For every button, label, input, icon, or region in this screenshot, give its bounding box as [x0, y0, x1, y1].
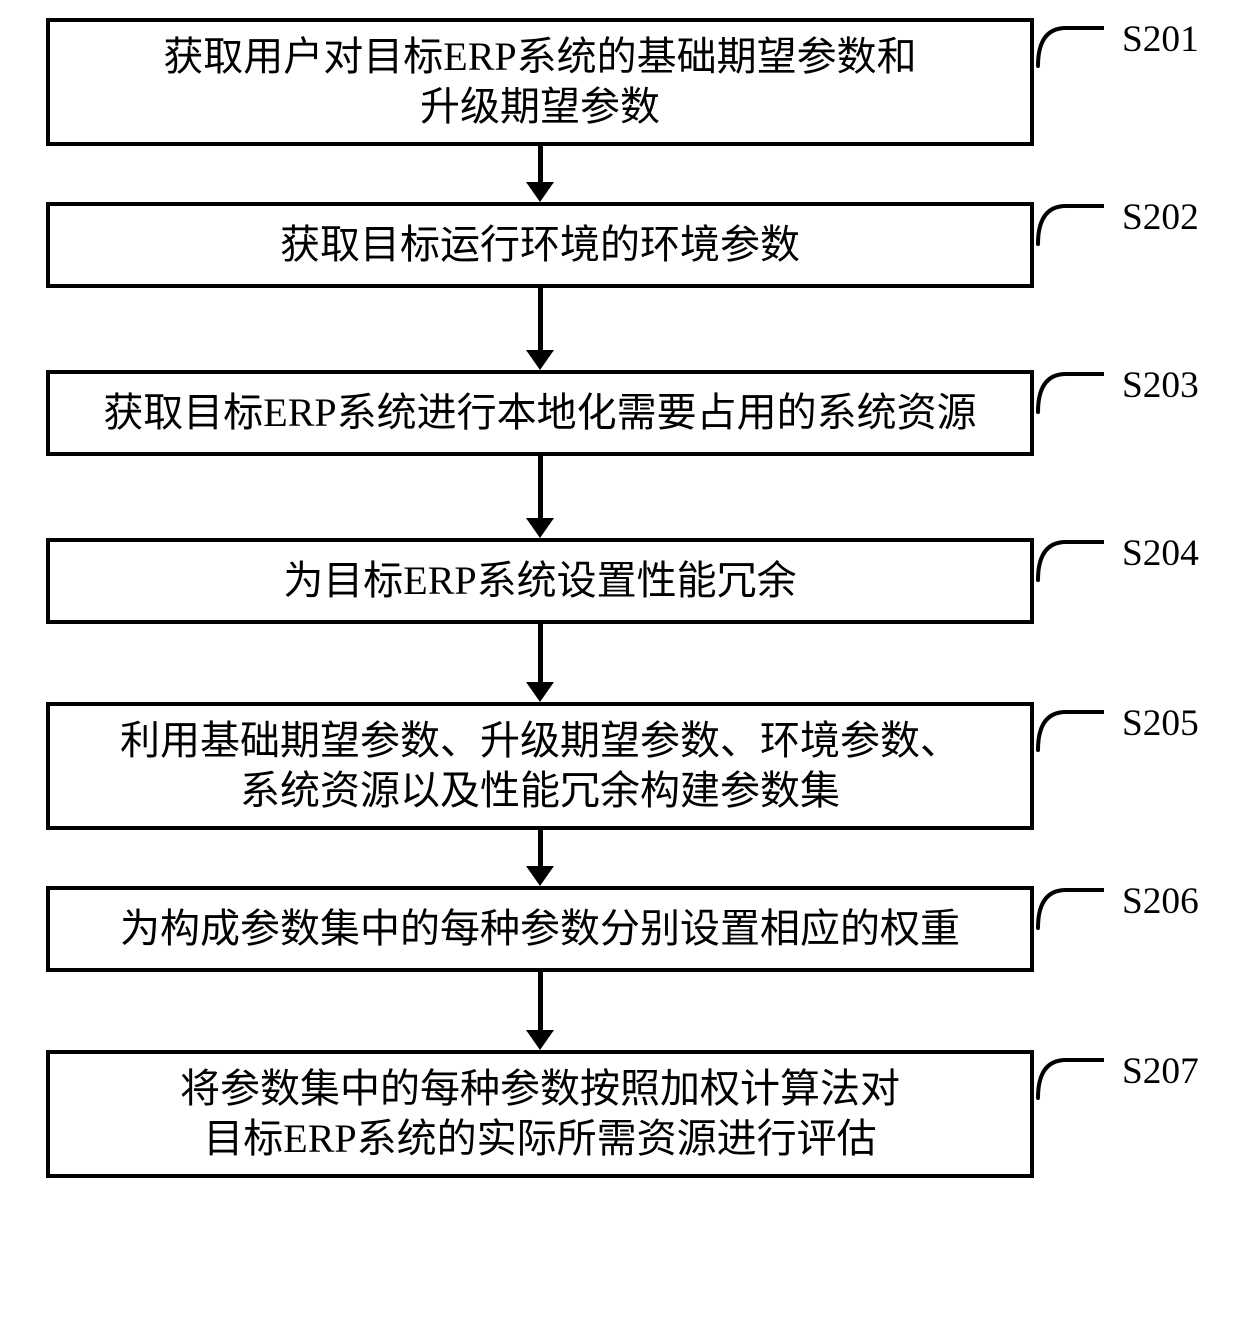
- flow-step-id-label: S204: [1122, 532, 1199, 575]
- flow-step-row: 为构成参数集中的每种参数分别设置相应的权重S206: [46, 886, 1206, 972]
- flow-step-row: 获取目标运行环境的环境参数S202: [46, 202, 1206, 288]
- label-connector: [1034, 886, 1104, 930]
- label-connector: [1034, 1056, 1104, 1100]
- flow-arrow: [46, 624, 1034, 702]
- arrow-line: [538, 146, 543, 182]
- arrow-line: [538, 288, 543, 350]
- flow-step-box: 利用基础期望参数、升级期望参数、环境参数、系统资源以及性能冗余构建参数集: [46, 702, 1034, 830]
- flow-step-row: 利用基础期望参数、升级期望参数、环境参数、系统资源以及性能冗余构建参数集 S205: [46, 702, 1206, 830]
- flow-step-id-label: S203: [1122, 364, 1199, 407]
- label-connector: [1034, 24, 1104, 68]
- flow-step-row: 将参数集中的每种参数按照加权计算法对目标ERP系统的实际所需资源进行评估 S207: [46, 1050, 1206, 1178]
- arrow-line: [538, 830, 543, 866]
- flow-step-box: 为构成参数集中的每种参数分别设置相应的权重: [46, 886, 1034, 972]
- flow-arrow: [46, 146, 1034, 202]
- arrow-head-icon: [526, 682, 554, 702]
- flow-step-row: 为目标ERP系统设置性能冗余S204: [46, 538, 1206, 624]
- arrow-line: [538, 624, 543, 682]
- arrow-head-icon: [526, 182, 554, 202]
- flow-step-id-label: S205: [1122, 702, 1199, 745]
- flow-step-box: 获取用户对目标ERP系统的基础期望参数和升级期望参数: [46, 18, 1034, 146]
- flow-step-text: 为目标ERP系统设置性能冗余: [283, 556, 796, 606]
- arrow-head-icon: [526, 518, 554, 538]
- flow-step-id-label: S206: [1122, 880, 1199, 923]
- label-connector: [1034, 370, 1104, 414]
- flow-step-text: 获取目标ERP系统进行本地化需要占用的系统资源: [103, 388, 976, 438]
- flow-step-id-label: S207: [1122, 1050, 1199, 1093]
- label-connector: [1034, 202, 1104, 246]
- flow-arrow: [46, 830, 1034, 886]
- flow-step-id-label: S201: [1122, 18, 1199, 61]
- arrow-head-icon: [526, 1030, 554, 1050]
- label-connector: [1034, 538, 1104, 582]
- flow-step-text: 将参数集中的每种参数按照加权计算法对目标ERP系统的实际所需资源进行评估: [180, 1064, 900, 1164]
- flow-step-row: 获取用户对目标ERP系统的基础期望参数和升级期望参数 S201: [46, 18, 1206, 146]
- label-connector: [1034, 708, 1104, 752]
- flow-step-box: 将参数集中的每种参数按照加权计算法对目标ERP系统的实际所需资源进行评估: [46, 1050, 1034, 1178]
- arrow-head-icon: [526, 866, 554, 886]
- flow-step-row: 获取目标ERP系统进行本地化需要占用的系统资源S203: [46, 370, 1206, 456]
- flow-step-box: 获取目标ERP系统进行本地化需要占用的系统资源: [46, 370, 1034, 456]
- flow-step-text: 利用基础期望参数、升级期望参数、环境参数、系统资源以及性能冗余构建参数集: [120, 716, 960, 816]
- flow-step-text: 获取用户对目标ERP系统的基础期望参数和升级期望参数: [163, 32, 916, 132]
- arrow-line: [538, 456, 543, 518]
- flow-step-id-label: S202: [1122, 196, 1199, 239]
- arrow-head-icon: [526, 350, 554, 370]
- flow-step-box: 获取目标运行环境的环境参数: [46, 202, 1034, 288]
- flow-arrow: [46, 288, 1034, 370]
- flow-arrow: [46, 972, 1034, 1050]
- flow-arrow: [46, 456, 1034, 538]
- flow-step-text: 为构成参数集中的每种参数分别设置相应的权重: [120, 904, 960, 954]
- flow-step-text: 获取目标运行环境的环境参数: [280, 220, 800, 270]
- flow-step-box: 为目标ERP系统设置性能冗余: [46, 538, 1034, 624]
- arrow-line: [538, 972, 543, 1030]
